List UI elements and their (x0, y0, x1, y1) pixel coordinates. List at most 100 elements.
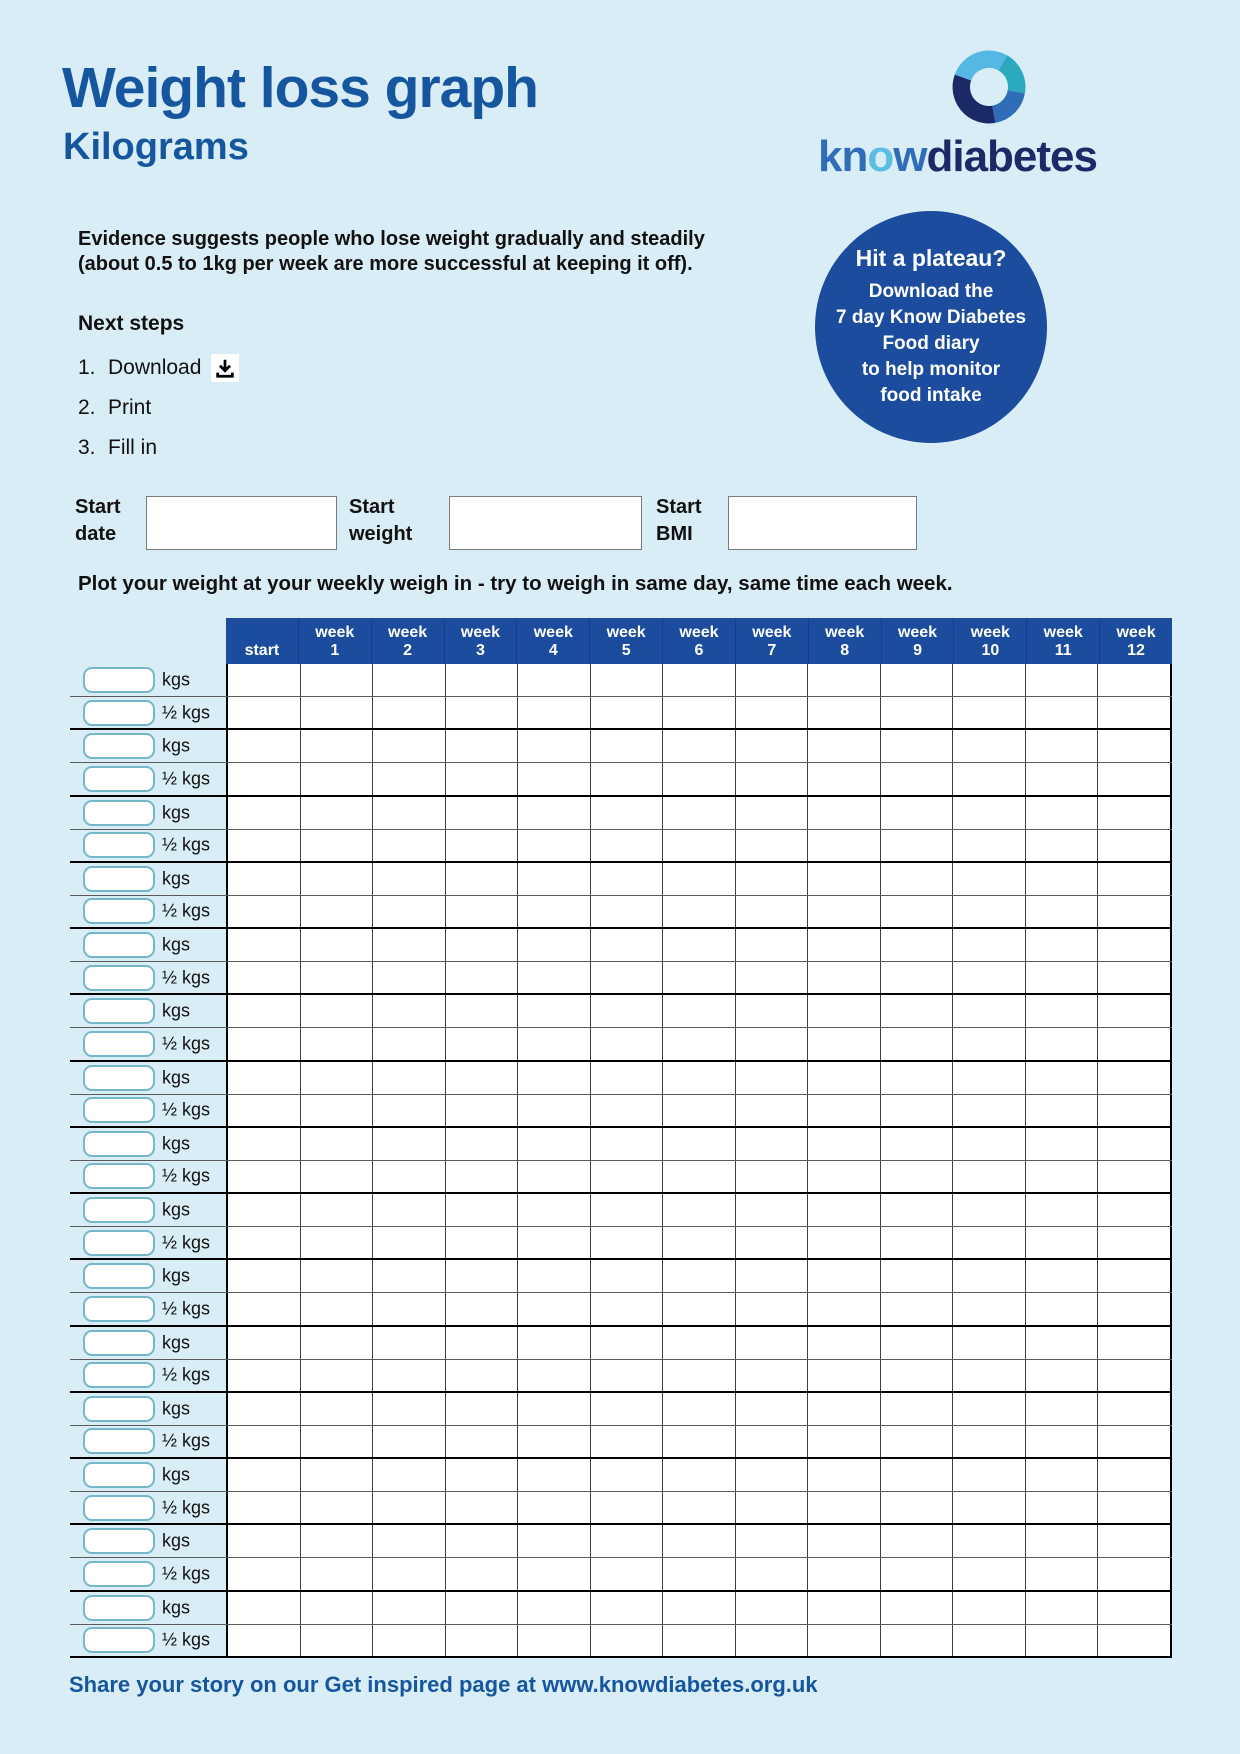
grid-cell (372, 1061, 445, 1094)
grid-cell (444, 962, 518, 994)
grid-cell (372, 929, 445, 962)
kg-value-input[interactable] (83, 1064, 155, 1091)
start-date-input[interactable] (146, 496, 337, 550)
grid-cell (952, 1326, 1025, 1359)
plateau-title: Hit a plateau? (855, 245, 1007, 271)
grid-cell (662, 995, 735, 1028)
grid-cell (299, 1127, 373, 1160)
kg-value-input[interactable] (83, 964, 155, 991)
grid-cell (952, 664, 1025, 697)
row-cells (226, 1293, 1172, 1325)
kg-value-input[interactable] (83, 1528, 155, 1555)
grid-cell (226, 1293, 300, 1325)
grid-cell (1024, 1227, 1098, 1259)
kg-value-input[interactable] (83, 1163, 155, 1190)
grid-cell (662, 1094, 735, 1126)
grid-cell (444, 1293, 518, 1325)
kg-value-input[interactable] (83, 1329, 155, 1356)
kg-value-input[interactable] (83, 1395, 155, 1422)
grid-cell (1097, 1392, 1170, 1425)
kg-value-input[interactable] (83, 1263, 155, 1290)
grid-cell (1024, 1028, 1098, 1060)
grid-cell (1097, 1525, 1170, 1558)
kg-value-input[interactable] (83, 1295, 155, 1322)
grid-cell (1097, 1227, 1170, 1259)
kg-value-input[interactable] (83, 733, 155, 760)
grid-cell (299, 1624, 373, 1656)
start-weight-input[interactable] (449, 496, 642, 550)
grid-cell (952, 1293, 1025, 1325)
row-cells (226, 1160, 1172, 1192)
page-title: Weight loss graph (62, 56, 539, 120)
grid-cell (734, 1359, 808, 1391)
kg-value-input[interactable] (83, 1229, 155, 1256)
kg-value-input[interactable] (83, 865, 155, 892)
kg-value-input[interactable] (83, 1197, 155, 1224)
grid-cell (444, 1591, 518, 1624)
row-cells (226, 1525, 1172, 1558)
kg-value-input[interactable] (83, 1130, 155, 1157)
kg-value-input[interactable] (83, 1494, 155, 1521)
kg-value-input[interactable] (83, 832, 155, 859)
grid-cell (299, 664, 373, 697)
grid-cell (952, 763, 1025, 795)
intro-line-2: (about 0.5 to 1kg per week are more succ… (78, 253, 693, 275)
kg-value-input[interactable] (83, 1627, 155, 1654)
grid-cell (1097, 1293, 1170, 1325)
kg-value-input[interactable] (83, 1428, 155, 1455)
kg-value-input[interactable] (83, 799, 155, 826)
grid-cell (1024, 829, 1098, 861)
grid-cell (517, 697, 590, 729)
row-label: kgs (162, 1597, 191, 1618)
kg-value-input[interactable] (83, 1462, 155, 1489)
grid-cell (734, 763, 808, 795)
download-icon[interactable] (211, 354, 240, 382)
kg-value-input[interactable] (83, 898, 155, 925)
kg-value-input[interactable] (83, 932, 155, 959)
kg-value-input[interactable] (83, 667, 155, 694)
grid-cell (879, 796, 953, 829)
logo-text: knowdiabetes (818, 132, 1098, 182)
grid-cell (807, 730, 880, 763)
start-bmi-label-line2: BMI (656, 523, 693, 545)
grid-cell (662, 697, 735, 729)
grid-cell (952, 1094, 1025, 1126)
grid-cell (226, 1624, 300, 1656)
grid-cell (517, 664, 590, 697)
kg-value-input[interactable] (83, 1030, 155, 1057)
row-label-area: kgs (70, 1592, 226, 1624)
grid-cell (734, 895, 808, 927)
grid-cell (517, 895, 590, 927)
grid-cell (807, 1061, 880, 1094)
kg-value-input[interactable] (83, 1560, 155, 1587)
kg-value-input[interactable] (83, 998, 155, 1025)
grid-cell (1097, 829, 1170, 861)
grid-cell (372, 1492, 445, 1524)
grid-cell (589, 895, 663, 927)
grid-cell (589, 995, 663, 1028)
row-label-area: ½ kgs (70, 697, 226, 728)
kg-value-input[interactable] (83, 1594, 155, 1621)
grid-cell (734, 1326, 808, 1359)
grid-cell (444, 1127, 518, 1160)
grid-cell (734, 1392, 808, 1425)
grid-cell (734, 1459, 808, 1492)
start-weight-label-line1: Start (349, 496, 395, 518)
grid-cell (589, 1425, 663, 1457)
start-bmi-input[interactable] (728, 496, 917, 550)
row-label-area: ½ kgs (70, 896, 226, 927)
header-cell: week 9 (880, 618, 954, 664)
grid-cell (299, 1293, 373, 1325)
row-label-area: kgs (70, 730, 226, 762)
kg-value-input[interactable] (83, 765, 155, 792)
grid-cell (879, 862, 953, 895)
grid-cell (807, 763, 880, 795)
grid-cell (589, 962, 663, 994)
kg-value-input[interactable] (83, 1097, 155, 1124)
kg-value-input[interactable] (83, 1362, 155, 1389)
start-weight-label: Start weight (349, 494, 412, 548)
grid-cell (589, 664, 663, 697)
grid-cell (952, 1359, 1025, 1391)
grid-cell (226, 829, 300, 861)
kg-value-input[interactable] (83, 699, 155, 726)
